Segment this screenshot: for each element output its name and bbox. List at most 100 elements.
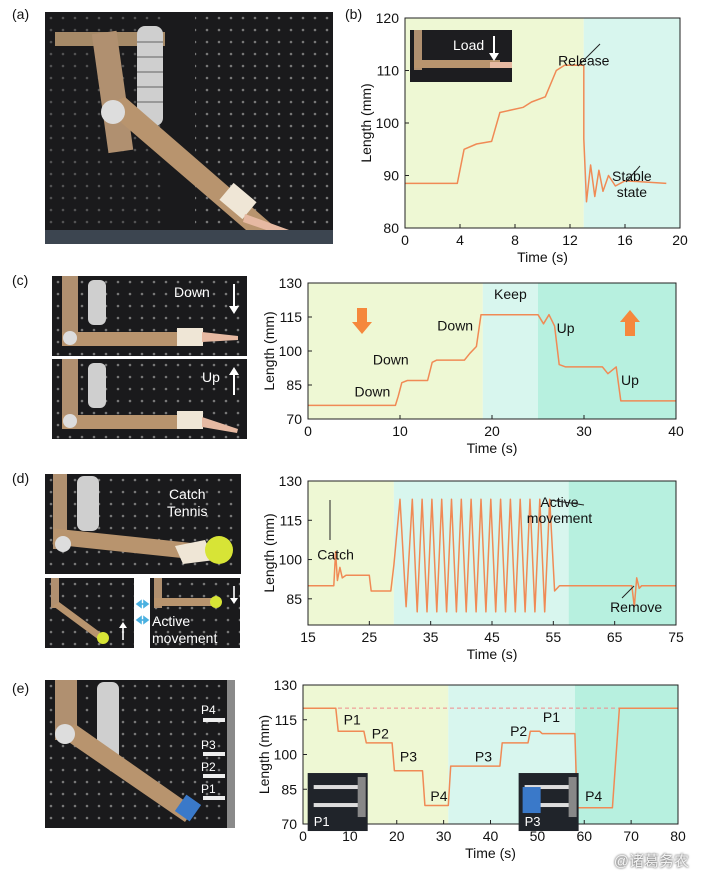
chart-d-ytick-label-2: 115 bbox=[280, 512, 303, 528]
chart-d-region-2 bbox=[568, 481, 676, 625]
chart-c-series-0 bbox=[308, 313, 676, 407]
chart-c-region-1 bbox=[482, 283, 538, 419]
chart-d-xtick-label-6: 75 bbox=[668, 629, 684, 645]
photo-d-catch-illustration bbox=[45, 474, 241, 574]
chart-c-annotation-1: Down bbox=[373, 352, 409, 368]
chart-b-xtick-label-5: 20 bbox=[672, 232, 688, 248]
photo-d-small-left-illustration bbox=[45, 578, 134, 648]
chart-b-xtick-label-2: 8 bbox=[511, 232, 519, 248]
chart-b-xtick-label-4: 16 bbox=[617, 232, 633, 248]
chart-c-ytick-label-3: 115 bbox=[280, 309, 303, 325]
photo-e-illustration bbox=[45, 680, 235, 828]
chart-c-arrow-up bbox=[620, 310, 640, 336]
chart-b: 0 4 8 12 16 20 80 90 100 110 120 Time (s) Length (mm… bbox=[358, 10, 688, 265]
chart-c-xtick-label-2: 20 bbox=[484, 423, 500, 439]
chart-e-xtick-label-2: 20 bbox=[389, 828, 405, 844]
chart-b-inset-photo: Load bbox=[410, 30, 512, 82]
chart-e-xtick-label-0: 0 bbox=[299, 828, 307, 844]
chart-b-annotation-1: Stablestate bbox=[612, 168, 652, 200]
chart-c-xtick-label-3: 30 bbox=[576, 423, 592, 439]
chart-e: 0 10 20 30 40 50 60 70 80 70 85 100 115 130 Time (s) Le… bbox=[256, 677, 686, 861]
chart-e-annotation-0: P1 bbox=[344, 711, 361, 727]
chart-d-ytick-label-1: 100 bbox=[279, 552, 303, 568]
photo-c-down-text: Down bbox=[174, 284, 210, 300]
chart-e-annotation-2: P3 bbox=[400, 748, 417, 764]
chart-d-xtick-label-5: 65 bbox=[607, 629, 623, 645]
chart-d-ytick-label-3: 130 bbox=[279, 473, 303, 489]
photo-e-marker-p1: P1 bbox=[201, 782, 216, 796]
chart-c-region-2 bbox=[538, 283, 676, 419]
chart-c-ytick-label-0: 70 bbox=[286, 411, 302, 427]
chart-e-inset-1-label: P3 bbox=[525, 814, 541, 829]
panel-d-label: (d) bbox=[12, 470, 30, 486]
chart-e-xlabel: Time (s) bbox=[465, 845, 516, 861]
chart-d-annotation-2: Remove bbox=[610, 599, 662, 615]
chart-d-xtick-label-4: 55 bbox=[546, 629, 562, 645]
photo-a-robot-arm bbox=[45, 12, 333, 244]
chart-e-annotation-5: P2 bbox=[510, 723, 527, 739]
chart-b-ytick-label-4: 120 bbox=[376, 10, 400, 26]
chart-d-ylabel: Length (mm) bbox=[261, 513, 277, 592]
chart-b-ylabel: Length (mm) bbox=[358, 83, 374, 162]
photo-c-up: Up bbox=[52, 359, 247, 439]
chart-e-xtick-label-8: 80 bbox=[670, 828, 686, 844]
chart-c-ytick-label-4: 130 bbox=[279, 275, 303, 291]
chart-c-annotation-0: Down bbox=[355, 383, 391, 399]
panel-e-label: (e) bbox=[12, 680, 30, 696]
chart-e-ytick-label-4: 130 bbox=[274, 677, 298, 693]
chart-b-stable-leader bbox=[625, 165, 641, 183]
chart-e-xtick-label-5: 50 bbox=[530, 828, 546, 844]
chart-e-annotation-6: P1 bbox=[543, 709, 560, 725]
chart-b-release-leader bbox=[577, 43, 601, 67]
chart-c-ytick-label-2: 100 bbox=[279, 343, 303, 359]
chart-d-xtick-label-3: 45 bbox=[484, 629, 500, 645]
chart-e-annotation-7: P4 bbox=[585, 788, 602, 804]
chart-c-xtick-label-0: 0 bbox=[304, 423, 312, 439]
panel-b-label: (b) bbox=[345, 6, 363, 22]
chart-d-xtick-label-0: 15 bbox=[300, 629, 316, 645]
chart-b-xlabel: Time (s) bbox=[517, 249, 568, 265]
chart-e-series-0 bbox=[303, 707, 678, 809]
watermark: @诸葛务农 bbox=[613, 853, 689, 870]
chart-b-ytick-label-2: 100 bbox=[376, 115, 400, 131]
chart-e-ytick-label-1: 85 bbox=[281, 781, 297, 797]
chart-d-xlabel: Time (s) bbox=[467, 646, 518, 662]
chart-c-annotation-4: Up bbox=[557, 320, 575, 336]
chart-b-ytick-label-0: 80 bbox=[383, 220, 399, 236]
photo-d-small-right-illustration bbox=[150, 578, 240, 648]
photo-d-small-right bbox=[150, 578, 240, 648]
chart-e-xtick-label-3: 30 bbox=[436, 828, 452, 844]
chart-c-annotation-5: Up bbox=[621, 372, 639, 388]
chart-e-annotation-4: P3 bbox=[475, 748, 492, 764]
photo-d-small-left bbox=[45, 578, 134, 648]
chart-c-xtick-label-4: 40 bbox=[668, 423, 684, 439]
chart-e-annotation-3: P4 bbox=[430, 788, 447, 804]
chart-d-active-leader bbox=[549, 499, 585, 506]
chart-c-xtick-label-1: 10 bbox=[392, 423, 408, 439]
chart-c: 0 10 20 30 40 70 85 100 115 130 Time (s) Length (mm… bbox=[261, 275, 684, 456]
chart-c-region-0 bbox=[308, 283, 483, 419]
chart-d-remove-leader bbox=[621, 585, 635, 599]
chart-d-annotation-1: Active movement bbox=[527, 494, 592, 526]
chart-d-series-0 bbox=[308, 498, 676, 613]
chart-d-annotation-0: Catch bbox=[317, 547, 354, 563]
chart-d-ytick-label-0: 85 bbox=[286, 591, 302, 607]
chart-d-region-0 bbox=[308, 481, 394, 625]
chart-e-xtick-label-1: 10 bbox=[342, 828, 358, 844]
chart-b-ytick-label-3: 110 bbox=[377, 63, 400, 79]
photo-c-up-text: Up bbox=[202, 369, 220, 385]
photo-c-down: Down bbox=[52, 276, 247, 356]
photo-e-marker-p4: P4 bbox=[201, 703, 216, 717]
chart-e-ytick-label-0: 70 bbox=[281, 816, 297, 832]
chart-d-xtick-label-1: 25 bbox=[362, 629, 378, 645]
photo-c-up-illustration bbox=[52, 359, 247, 439]
chart-e-inset-0-label: P1 bbox=[314, 814, 330, 829]
panel-c-label: (c) bbox=[12, 272, 29, 288]
chart-e-annotation-1: P2 bbox=[372, 725, 389, 741]
chart-c-ylabel: Length (mm) bbox=[261, 311, 277, 390]
chart-e-inset-1: P3 bbox=[518, 773, 579, 832]
chart-d-xtick-label-2: 35 bbox=[423, 629, 439, 645]
photo-d-catch: Catch Tennis bbox=[45, 474, 241, 574]
chart-e-xtick-label-6: 60 bbox=[576, 828, 592, 844]
